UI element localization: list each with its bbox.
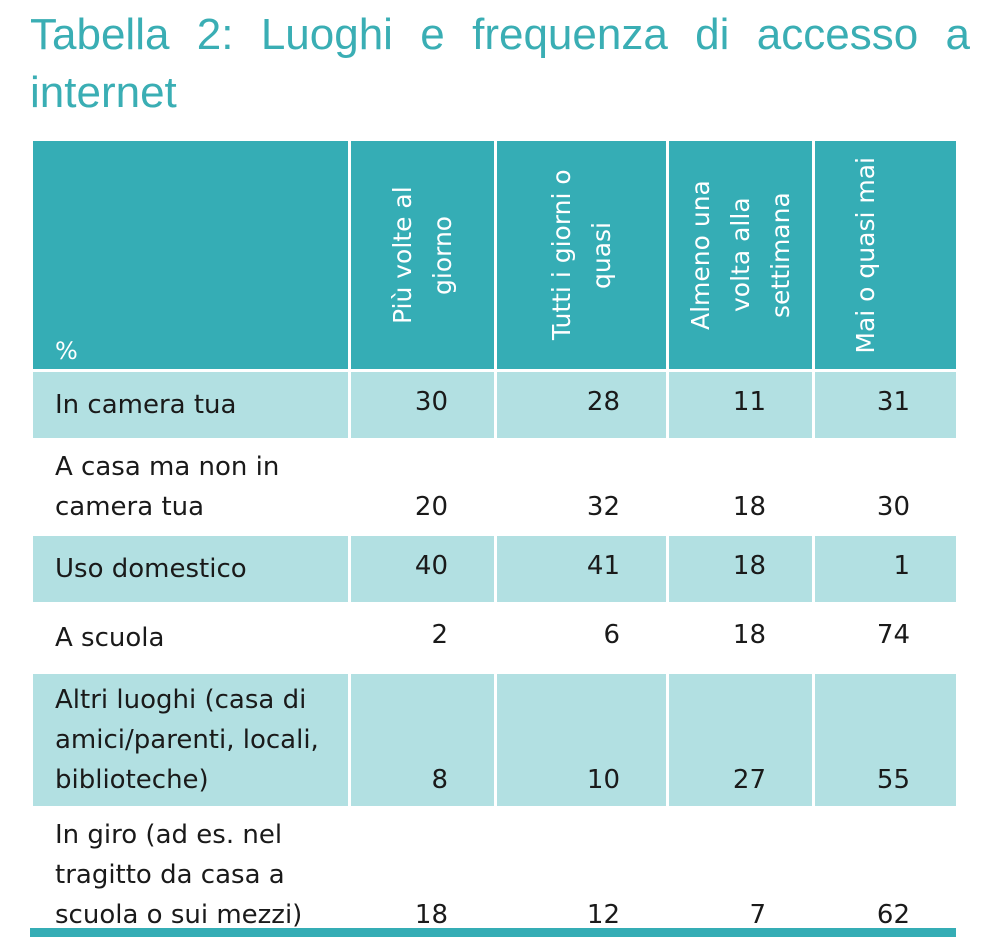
table-cell: 11 <box>666 369 815 441</box>
table-title: Tabella 2: Luoghi e frequenza di accesso… <box>30 10 970 117</box>
bottom-rule <box>30 928 956 937</box>
table-cell: 40 <box>348 533 497 605</box>
row-label: In camera tua <box>30 369 351 441</box>
table-row: Altri luoghi (casa di amici/parenti, loc… <box>30 671 959 809</box>
table-row: Uso domestico 40 41 18 1 <box>30 533 959 605</box>
column-header: Più volte al giorno <box>348 138 497 372</box>
table-cell: 18 <box>348 806 497 944</box>
header-row: % Più volte al giorno Tutti i giorni o q… <box>30 138 959 372</box>
table-cell: 30 <box>348 369 497 441</box>
table-row: A scuola 2 6 18 74 <box>30 602 959 674</box>
row-label: A scuola <box>30 602 351 674</box>
column-header: Tutti i giorni o quasi <box>494 138 669 372</box>
table-cell: 12 <box>494 806 669 944</box>
column-header-label: Mai o quasi mai <box>850 156 880 354</box>
data-table: % Più volte al giorno Tutti i giorni o q… <box>30 138 959 944</box>
row-label: Altri luoghi (casa di amici/parenti, loc… <box>30 671 351 809</box>
table-cell: 2 <box>348 602 497 674</box>
table-cell: 32 <box>494 438 669 536</box>
column-header-label: Tutti i giorni o quasi <box>546 169 616 341</box>
column-header-label: Più volte al giorno <box>387 186 457 324</box>
table-cell: 1 <box>812 533 959 605</box>
table-cell: 18 <box>666 438 815 536</box>
table-cell: 62 <box>812 806 959 944</box>
table-cell: 6 <box>494 602 669 674</box>
table-cell: 7 <box>666 806 815 944</box>
table-row: In giro (ad es. nel tragitto da casa a s… <box>30 806 959 944</box>
table-cell: 41 <box>494 533 669 605</box>
table-cell: 31 <box>812 369 959 441</box>
table-cell: 28 <box>494 369 669 441</box>
table-cell: 18 <box>666 602 815 674</box>
row-label: A casa ma non in camera tua <box>30 438 351 536</box>
table-cell: 18 <box>666 533 815 605</box>
table-row: In camera tua 30 28 11 31 <box>30 369 959 441</box>
corner-header: % <box>30 138 351 372</box>
table-cell: 8 <box>348 671 497 809</box>
table-cell: 10 <box>494 671 669 809</box>
column-header: Mai o quasi mai <box>812 138 959 372</box>
table-cell: 30 <box>812 438 959 536</box>
table-cell: 20 <box>348 438 497 536</box>
column-header-label: Almeno una volta alla settimana <box>685 180 795 330</box>
row-label: In giro (ad es. nel tragitto da casa a s… <box>30 806 351 944</box>
table-cell: 27 <box>666 671 815 809</box>
percent-label: % <box>55 337 78 365</box>
table-row: A casa ma non in camera tua 20 32 18 30 <box>30 438 959 536</box>
table-cell: 74 <box>812 602 959 674</box>
column-header: Almeno una volta alla settimana <box>666 138 815 372</box>
table-cell: 55 <box>812 671 959 809</box>
row-label: Uso domestico <box>30 533 351 605</box>
